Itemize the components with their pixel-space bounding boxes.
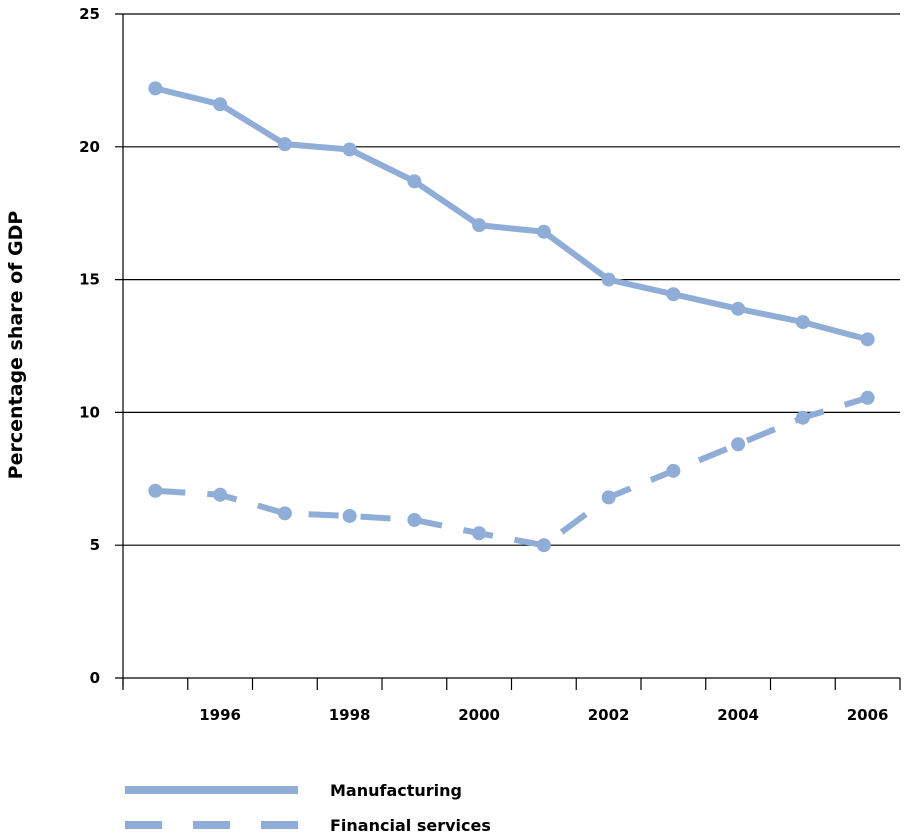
- axes: [115, 14, 901, 690]
- y-tick-label: 15: [79, 271, 100, 289]
- data-point-financial-services: [860, 390, 875, 405]
- data-point-financial-services: [472, 526, 487, 541]
- data-point-manufacturing: [536, 224, 551, 239]
- y-tick-labels: 0 5 10 15 20 25: [79, 5, 100, 687]
- data-point-manufacturing: [407, 174, 422, 189]
- y-tick-label: 20: [79, 138, 100, 156]
- data-point-financial-services: [407, 512, 422, 527]
- data-point-financial-services: [342, 508, 357, 523]
- gridlines: [115, 13, 900, 546]
- data-point-manufacturing: [601, 272, 616, 287]
- data-point-manufacturing: [277, 137, 292, 152]
- x-tick-label: 2002: [588, 706, 630, 724]
- data-point-manufacturing: [860, 332, 875, 347]
- data-point-financial-services: [536, 538, 551, 553]
- x-tick-label: 1996: [199, 706, 241, 724]
- data-point-manufacturing: [342, 142, 357, 157]
- data-point-financial-services: [277, 506, 292, 521]
- data-point-financial-services: [213, 487, 228, 502]
- data-point-manufacturing: [148, 81, 163, 96]
- data-point-financial-services: [148, 483, 163, 498]
- x-tick-label: 2006: [847, 706, 889, 724]
- legend-label-manufacturing: Manufacturing: [330, 781, 462, 800]
- y-tick-label: 10: [79, 403, 100, 421]
- data-point-financial-services: [795, 410, 810, 425]
- x-tick-label: 2000: [458, 706, 500, 724]
- x-tick-labels: 1996 1998 2000 2002 2004 2006: [199, 706, 888, 724]
- data-point-financial-services: [731, 437, 746, 452]
- x-tick-label: 1998: [329, 706, 371, 724]
- legend: Manufacturing Financial services: [125, 781, 491, 835]
- series-lines: [148, 81, 875, 553]
- data-point-financial-services: [601, 490, 616, 505]
- series-line-manufacturing: [154, 85, 869, 343]
- series-line-financial-services: [155, 394, 869, 549]
- data-point-manufacturing: [666, 287, 681, 302]
- data-point-manufacturing: [213, 97, 228, 112]
- data-point-manufacturing: [795, 315, 810, 330]
- x-tick-label: 2004: [717, 706, 759, 724]
- y-tick-label: 0: [90, 669, 100, 687]
- y-axis-title: Percentage share of GDP: [5, 211, 27, 480]
- data-point-financial-services: [666, 463, 681, 478]
- data-point-manufacturing: [731, 301, 746, 316]
- data-point-manufacturing: [472, 218, 487, 233]
- y-tick-label: 25: [79, 5, 100, 23]
- legend-label-financial-services: Financial services: [330, 816, 491, 835]
- y-tick-label: 5: [90, 536, 100, 554]
